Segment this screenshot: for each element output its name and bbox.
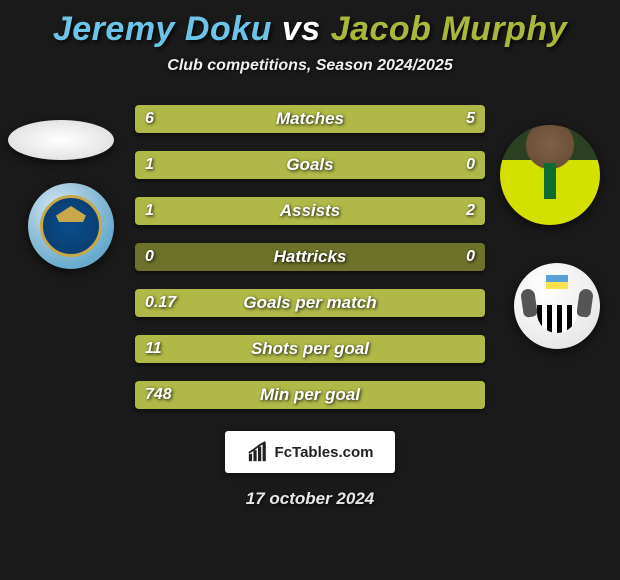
- stat-value-right: 2: [466, 202, 475, 220]
- brand-badge[interactable]: FcTables.com: [225, 431, 395, 473]
- comparison-card: Jeremy Doku vs Jacob Murphy Club competi…: [0, 0, 620, 580]
- stat-label: Min per goal: [135, 385, 485, 405]
- vs-text: vs: [282, 10, 321, 48]
- stat-label: Goals: [135, 155, 485, 175]
- stat-row: 0.17Goals per match: [135, 289, 485, 317]
- stat-row: 11Shots per goal: [135, 335, 485, 363]
- stat-label: Shots per goal: [135, 339, 485, 359]
- stats-area: 6Matches51Goals01Assists20Hattricks00.17…: [0, 105, 620, 409]
- stat-label: Goals per match: [135, 293, 485, 313]
- player1-name: Jeremy Doku: [53, 10, 272, 48]
- page-title: Jeremy Doku vs Jacob Murphy: [0, 10, 620, 49]
- player1-photo-placeholder: [8, 120, 114, 160]
- stat-row: 1Goals0: [135, 151, 485, 179]
- stat-row: 748Min per goal: [135, 381, 485, 409]
- subtitle: Club competitions, Season 2024/2025: [0, 57, 620, 75]
- stat-label: Hattricks: [135, 247, 485, 267]
- player1-club-badge: [28, 183, 114, 269]
- fctables-logo-icon: [247, 441, 269, 463]
- player2-photo: [500, 125, 600, 225]
- stat-value-right: 0: [466, 248, 475, 266]
- stat-value-right: 0: [466, 156, 475, 174]
- stat-row: 6Matches5: [135, 105, 485, 133]
- stat-label: Matches: [135, 109, 485, 129]
- player2-name: Jacob Murphy: [331, 10, 567, 48]
- mancity-crest-icon: [40, 195, 102, 257]
- newcastle-crest-icon: [522, 271, 592, 341]
- stat-row: 1Assists2: [135, 197, 485, 225]
- player2-club-badge: [514, 263, 600, 349]
- stat-row: 0Hattricks0: [135, 243, 485, 271]
- footer-date: 17 october 2024: [0, 489, 620, 509]
- player2-kit-icon: [500, 125, 600, 225]
- brand-name: FcTables.com: [275, 444, 374, 461]
- stat-value-right: 5: [466, 110, 475, 128]
- stat-label: Assists: [135, 201, 485, 221]
